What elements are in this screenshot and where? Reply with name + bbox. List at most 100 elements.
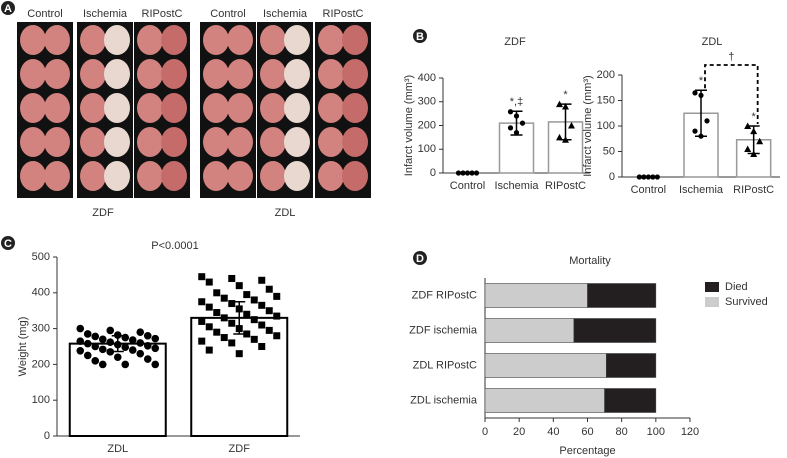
significance-bracket (704, 64, 759, 124)
data-point (562, 103, 569, 110)
brain-slice (161, 25, 187, 55)
y-tick-label: 200 (597, 69, 615, 81)
data-point (98, 335, 107, 344)
column-label: Ischemia (263, 8, 308, 20)
data-point (91, 342, 100, 351)
brain-slice (104, 25, 130, 55)
data-point (151, 360, 160, 369)
data-point (519, 120, 526, 126)
data-point (98, 345, 107, 354)
y-tick-label: ZDF RIPostC (412, 289, 477, 301)
x-tick-label: Control (450, 180, 485, 192)
bar-segment (484, 318, 575, 343)
brain-slice (284, 161, 310, 191)
data-point (121, 360, 130, 369)
brain-slice (284, 59, 310, 89)
brain-slice (203, 127, 229, 157)
y-tick-label: 400 (32, 287, 50, 299)
data-point (507, 125, 514, 131)
panel-label: C (4, 238, 12, 250)
panel-label: D (416, 253, 424, 265)
brain-slice (161, 93, 187, 123)
data-point (258, 301, 266, 309)
data-point (513, 113, 520, 119)
y-tick-label: 300 (32, 323, 50, 335)
brain-slice (227, 161, 253, 191)
data-point (98, 360, 107, 369)
y-axis-label: Weight (mg) (17, 317, 29, 377)
data-point (265, 285, 273, 293)
x-tick-label: RIPostC (545, 180, 586, 192)
data-point (205, 303, 213, 311)
data-point (136, 349, 145, 358)
brain-slice (137, 59, 163, 89)
data-point (76, 346, 85, 355)
data-point (198, 273, 206, 281)
brain-slice (20, 59, 46, 89)
annotation: *,‡ (510, 96, 523, 108)
y-tick-label: 400 (418, 72, 436, 84)
data-point (258, 276, 266, 284)
data-point (235, 282, 243, 290)
annotation: * (699, 75, 704, 87)
data-point (455, 170, 462, 176)
x-tick-label: 60 (581, 426, 593, 438)
data-point (513, 130, 520, 136)
data-point (744, 122, 752, 129)
data-point (83, 351, 92, 360)
data-point (121, 333, 130, 342)
bar-segment (573, 318, 657, 343)
legend-swatch (705, 282, 719, 292)
x-tick-label: ZDL (107, 443, 128, 455)
data-point (469, 170, 475, 176)
data-point (151, 334, 160, 343)
panel-badge (1, 1, 15, 15)
x-tick-label: 0 (482, 426, 488, 438)
brain-slice (161, 127, 187, 157)
data-point (698, 92, 704, 98)
data-point (106, 348, 115, 356)
x-tick-label: ZDF (229, 443, 251, 455)
data-point (91, 332, 100, 341)
data-point (205, 346, 213, 354)
data-point (562, 136, 569, 143)
brain-slice (342, 59, 368, 89)
data-point (83, 339, 92, 348)
brain-slice (203, 59, 229, 89)
x-tick-label: Control (631, 184, 666, 196)
brain-slice (80, 25, 106, 55)
data-point (213, 308, 221, 316)
data-point (228, 339, 236, 347)
chart-title: Mortality (569, 255, 611, 267)
brain-slice (20, 161, 46, 191)
data-point (265, 326, 273, 334)
x-axis-label: Percentage (559, 445, 615, 457)
y-tick-label: ZDL RIPostC (413, 359, 477, 371)
y-tick-label: 0 (430, 167, 436, 179)
brain-slice (104, 93, 130, 123)
data-point (258, 343, 266, 350)
data-point (198, 298, 206, 306)
legend-swatch (705, 297, 719, 307)
data-point (235, 305, 243, 313)
brain-slice (20, 93, 46, 123)
x-tick-label: 100 (647, 426, 665, 438)
data-point (243, 310, 251, 318)
brain-slice (80, 127, 106, 157)
data-point (460, 170, 466, 176)
x-tick-label: Ischemia (679, 184, 724, 196)
brain-slice (44, 25, 70, 55)
data-point (213, 328, 221, 336)
legend-label: Survived (725, 296, 768, 308)
data-point (121, 343, 130, 352)
brain-slice (137, 93, 163, 123)
data-point (636, 174, 642, 180)
brain-slice (104, 59, 130, 89)
data-point (556, 100, 563, 108)
y-tick-label: 150 (597, 94, 615, 106)
panel-badge (413, 29, 427, 43)
y-axis-label: Infarct volume (mm³) (403, 75, 415, 176)
brain-slice (284, 93, 310, 123)
brain-slice (260, 59, 286, 89)
annotation: P<0.0001 (151, 240, 198, 252)
